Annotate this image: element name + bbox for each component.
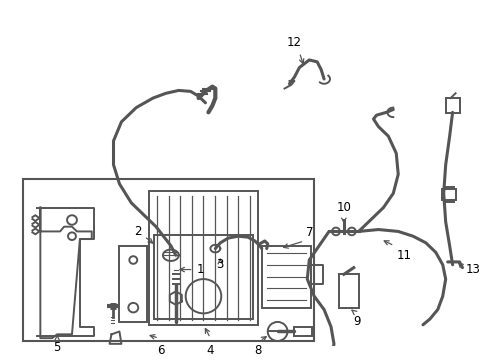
- Text: 2: 2: [134, 225, 142, 238]
- Text: 9: 9: [353, 315, 361, 328]
- Bar: [338, 274, 358, 308]
- Bar: [119, 246, 147, 322]
- Bar: [294, 327, 311, 336]
- Bar: [149, 192, 257, 325]
- Text: 1: 1: [196, 263, 204, 276]
- Text: 11: 11: [395, 249, 410, 262]
- Text: 12: 12: [286, 36, 301, 49]
- Text: 8: 8: [254, 344, 261, 357]
- Bar: [154, 235, 252, 319]
- Bar: [22, 179, 314, 341]
- Text: 7: 7: [305, 226, 312, 239]
- Text: 6: 6: [157, 344, 164, 357]
- Bar: [445, 98, 459, 113]
- Text: 10: 10: [336, 201, 350, 214]
- Bar: [261, 246, 310, 308]
- Text: 5: 5: [53, 341, 61, 354]
- Text: 13: 13: [465, 263, 479, 276]
- Text: 4: 4: [206, 344, 214, 357]
- Text: 3: 3: [216, 258, 224, 271]
- Bar: [441, 189, 455, 200]
